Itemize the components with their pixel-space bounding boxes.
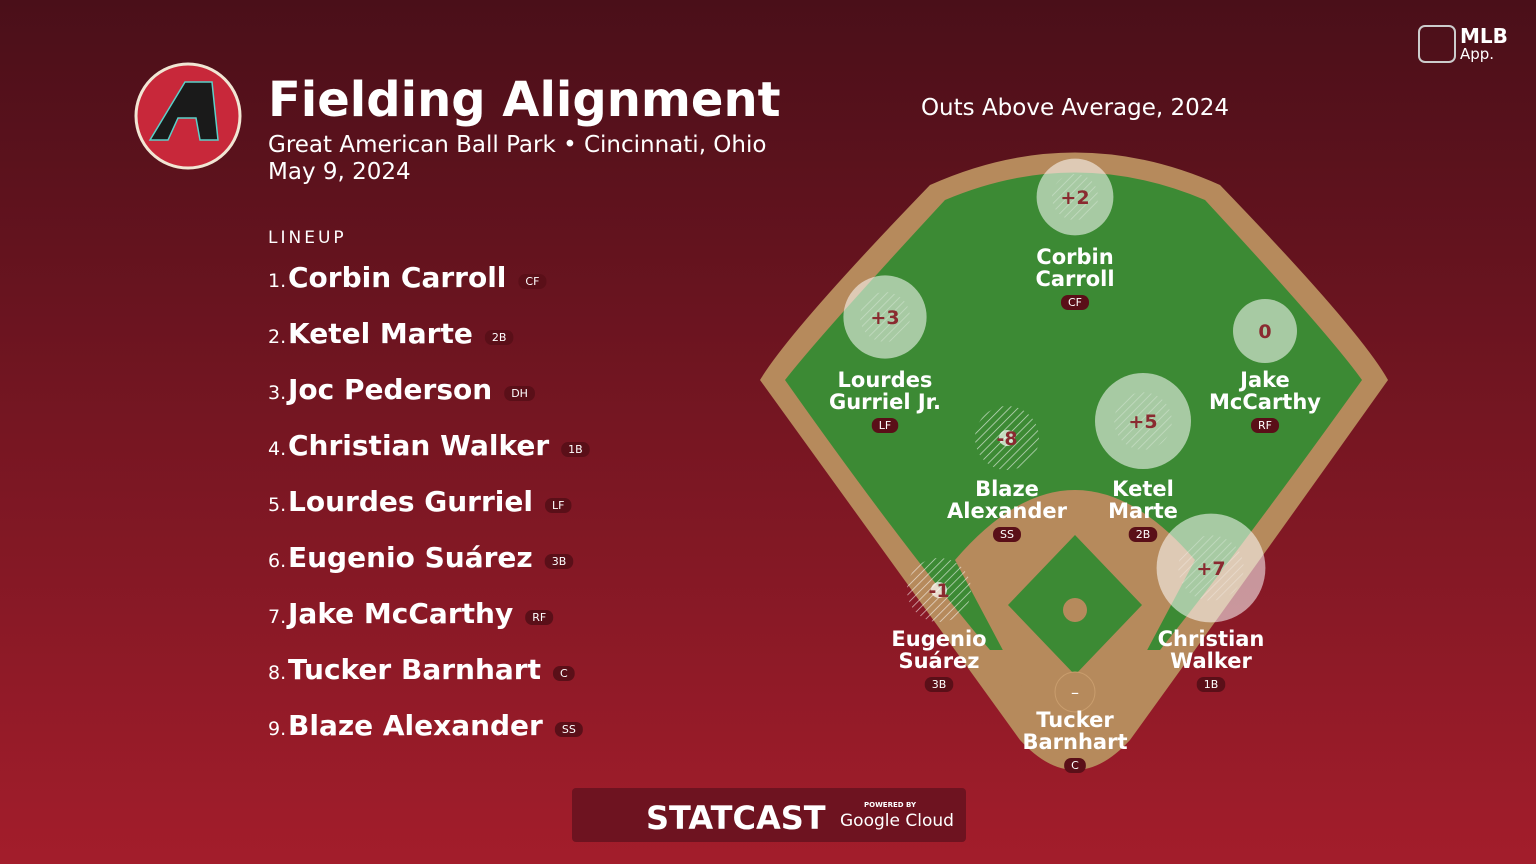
- app-name: MLB: [1460, 24, 1508, 48]
- position-badge-text: DH: [511, 387, 528, 400]
- oaa-label: -1: [928, 580, 949, 602]
- oaa-hatch: [1114, 392, 1172, 450]
- field-title: Outs Above Average, 2024: [921, 95, 1229, 121]
- position-badge: [871, 418, 899, 433]
- venue: Great American Ball Park • Cincinnati, O…: [268, 132, 766, 158]
- fielder-name: Walker: [1170, 649, 1252, 673]
- oaa-label: 0: [1258, 321, 1271, 343]
- powered-by: POWERED BY: [864, 801, 917, 809]
- position-badge-text: C: [560, 667, 568, 680]
- statcast: STATCAST: [646, 799, 826, 837]
- lineup-name: Tucker Barnhart: [288, 653, 541, 686]
- position-badge: [544, 554, 574, 569]
- lineup-name: Christian Walker: [288, 429, 549, 462]
- position-badge-text: LF: [879, 419, 891, 432]
- mlb-app-logo: MLB App.: [1418, 24, 1508, 63]
- position-badge: [1128, 527, 1158, 542]
- fielder-name: Barnhart: [1023, 730, 1128, 754]
- oaa-circle-inner: [931, 582, 947, 598]
- lineup-name: Lourdes Gurriel: [288, 485, 533, 518]
- position-badge-text: CF: [525, 275, 539, 288]
- position-badge-text: CF: [1068, 296, 1082, 309]
- position-badge: [525, 610, 554, 625]
- position-badge-text: 2B: [492, 331, 507, 344]
- fielder-name: Carroll: [1035, 267, 1114, 291]
- title: Fielding Alignment: [268, 72, 781, 128]
- oaa-label: +7: [1196, 558, 1225, 580]
- lineup-name: Jake McCarthy: [286, 597, 513, 630]
- app-sub: App.: [1460, 45, 1494, 63]
- position-badge: [1060, 295, 1090, 310]
- position-badge-text: SS: [562, 723, 576, 736]
- position-badge: [1251, 418, 1279, 433]
- oaa-hatch: [1178, 535, 1244, 601]
- oaa-label: +3: [870, 307, 899, 329]
- fielder-name: Blaze: [975, 477, 1039, 501]
- fielder-name: Ketel: [1112, 477, 1174, 501]
- lineup-name: Blaze Alexander: [288, 709, 543, 742]
- lineup-number: 6.: [268, 550, 286, 572]
- lineup-number: 3.: [268, 382, 286, 404]
- oaa-circle: [1233, 299, 1297, 363]
- position-badge-text: 3B: [552, 555, 567, 568]
- position-badge-text: 1B: [568, 443, 583, 456]
- position-badge-text: 3B: [932, 678, 947, 691]
- lineup-heading: LINEUP: [268, 228, 347, 248]
- fielder-name: Alexander: [947, 499, 1068, 523]
- position-badge: [1064, 758, 1086, 773]
- position-badge-text: 2B: [1136, 528, 1151, 541]
- position-badge-text: 1B: [1204, 678, 1219, 691]
- position-badge: [561, 442, 590, 457]
- position-badge: [1196, 677, 1226, 692]
- lineup-number: 2.: [268, 326, 286, 348]
- position-badge: [552, 666, 575, 681]
- position-badge: [504, 386, 535, 401]
- fielder-name: Tucker: [1036, 708, 1114, 732]
- google-cloud: Google Cloud: [840, 811, 954, 831]
- oaa-hatch: [860, 292, 910, 342]
- oaa-label: –: [1071, 683, 1079, 702]
- fielder-name: Marte: [1108, 499, 1178, 523]
- oaa-label: +2: [1060, 187, 1089, 209]
- fielder-name: Lourdes: [838, 368, 933, 392]
- position-badge: [545, 498, 572, 513]
- lineup-number: 5.: [268, 494, 286, 516]
- position-badge: [518, 274, 547, 289]
- position-badge: [484, 330, 514, 345]
- position-badge-text: LF: [552, 499, 564, 512]
- fielder-name: Corbin: [1036, 245, 1113, 269]
- lineup-name: Eugenio Suárez: [288, 541, 533, 574]
- position-badge: [924, 677, 954, 692]
- oaa-hatch: [1051, 173, 1099, 221]
- position-badge-text: SS: [1000, 528, 1014, 541]
- fielder-name: Eugenio: [891, 627, 986, 651]
- lineup-name: Corbin Carroll: [288, 261, 506, 294]
- date: May 9, 2024: [268, 159, 411, 185]
- fielder-name: Suárez: [898, 649, 979, 673]
- oaa-label: -8: [996, 428, 1017, 450]
- team-logo: [134, 62, 242, 170]
- lineup-number: 8.: [268, 662, 286, 684]
- fielder-name: Gurriel Jr.: [829, 390, 941, 414]
- lineup-number: 7.: [268, 606, 286, 628]
- position-badge-text: RF: [532, 611, 546, 624]
- fielder-name: Christian: [1158, 627, 1265, 651]
- lineup-name: Joc Pederson: [286, 373, 492, 406]
- fielder-name: McCarthy: [1209, 390, 1321, 414]
- position-badge: [554, 722, 583, 737]
- statcast-banner: STATCAST POWERED BY Google Cloud: [572, 788, 966, 842]
- lineup-number: 1.: [268, 270, 286, 292]
- oaa-label: +5: [1128, 411, 1157, 433]
- position-badge: [993, 527, 1021, 542]
- position-badge-text: C: [1071, 759, 1079, 772]
- lineup-name: Ketel Marte: [288, 317, 473, 350]
- lineup-number: 9.: [268, 718, 286, 740]
- lineup-number: 4.: [268, 438, 286, 460]
- position-badge-text: RF: [1258, 419, 1272, 432]
- oaa-circle-inner: [999, 430, 1015, 446]
- fielder-name: Jake: [1238, 368, 1290, 392]
